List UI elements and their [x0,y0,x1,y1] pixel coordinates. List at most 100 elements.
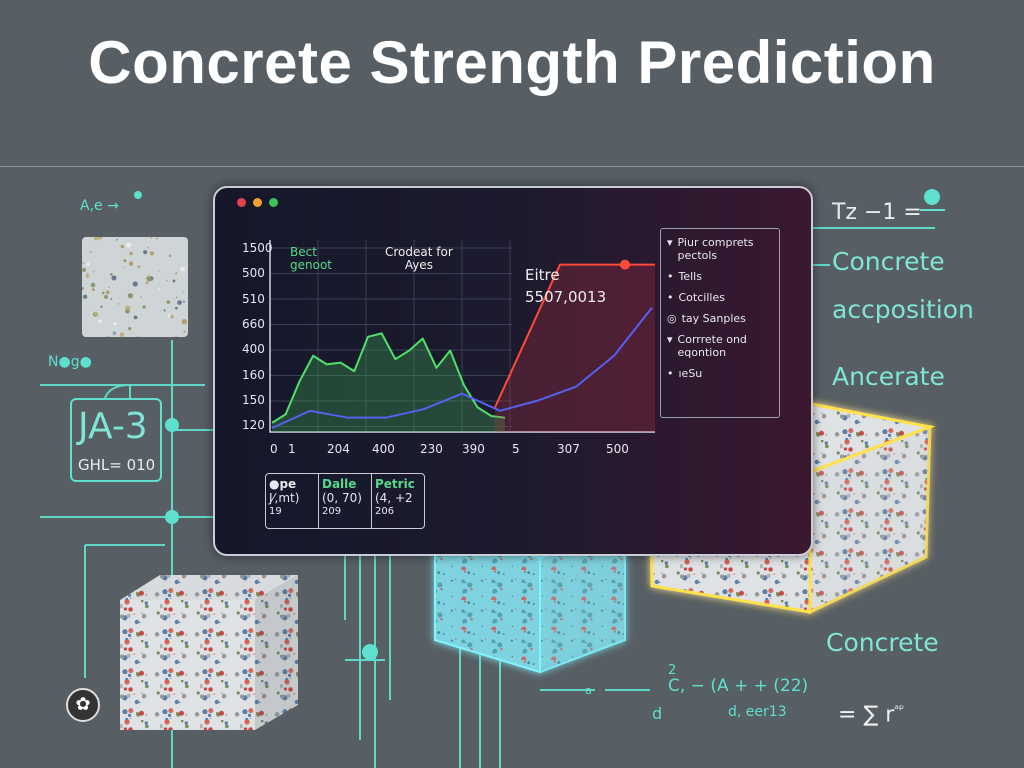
stats-header: ●pe [269,477,297,491]
texture-speck [137,336,139,337]
label-concrete-2: Concrete [826,628,939,657]
texture-speck [105,290,110,295]
lock-search-icon: • [667,291,674,304]
node-label: N●g● [48,354,92,370]
texture-speck [177,300,182,305]
label-concrete: Concrete [832,247,945,276]
triangle-down-icon: ▾ [667,236,673,249]
texture-speck [166,300,171,304]
texture-speck [97,237,103,240]
formula-a: a [585,684,592,697]
stats-value: J⁄,mt) [269,491,300,505]
side-panel-item[interactable]: ▾ Piur comprets pectols [667,236,773,262]
side-panel-item[interactable]: ◎ tay Sanples [667,312,773,325]
texture-speck [106,336,109,337]
mix-id-box[interactable]: JA-3 GHL= 010 [70,398,162,482]
texture-speck [181,319,188,325]
texture-speck [98,319,102,324]
stats-value: (0, 70) [322,491,362,505]
side-panel-item[interactable]: ▾ Corrrete ond eqontion [667,333,773,359]
texture-speck [149,251,154,256]
texture-speck [125,309,130,314]
formula-sup: 2 [668,663,677,678]
side-panel-item-text: Corrrete ond eqontion [677,333,747,359]
stats-header: Dalle [322,477,357,491]
texture-speck [86,262,90,266]
texture-speck [172,279,176,283]
texture-speck [150,237,153,239]
minimize-dot-icon[interactable] [253,198,262,207]
texture-speck [117,303,120,305]
side-panel: ▾ Piur comprets pectols • Tells • Cotcilles ◎ t… [660,228,780,418]
texture-speck [110,298,113,300]
mix-id: JA-3 [78,406,148,447]
texture-speck [128,261,134,266]
stats-column: Petric (4, +2 206 [372,474,424,528]
swirl-icon: ◎ [667,312,677,325]
label-accposition: accposition [832,295,974,324]
texture-speck [86,272,89,276]
divider [0,166,1024,167]
texture-speck [163,309,166,312]
texture-speck [140,296,142,298]
sum-text: = ∑ r [838,702,895,728]
side-panel-item-text: Piur comprets pectols [677,236,754,262]
texture-speck [116,239,118,241]
texture-speck [129,251,133,256]
texture-speck [146,276,152,282]
mix-code: GHL= 010 [78,456,156,474]
page-title: Concrete Strength Prediction [88,29,936,96]
texture-speck [143,250,148,255]
texture-speck [111,275,117,281]
stats-value: (4, +2 [375,491,413,505]
side-panel-item[interactable]: • Cotcilles [667,291,773,304]
texture-speck [123,266,125,268]
texture-speck [100,305,103,308]
texture-speck [128,294,130,296]
texture-speck [82,262,85,264]
texture-speck [82,267,86,272]
texture-speck [128,327,132,331]
formula-line2: d, eer13 [728,704,787,720]
stats-column: Dalle (0, 70) 209 [319,474,372,528]
texture-speck [137,265,141,268]
texture-speck [94,311,99,316]
texture-speck [166,279,168,282]
texture-speck [158,288,161,291]
texture-speck [101,291,105,295]
settings-badge-icon[interactable]: ✿ [66,688,100,722]
label-ancerate: Ancerate [832,362,945,391]
maximize-dot-icon[interactable] [269,198,278,207]
texture-speck [109,273,113,276]
texture-speck [91,288,95,292]
texture-speck [112,331,117,336]
texture-speck [123,259,127,263]
side-panel-item-text: Tells [678,270,702,283]
formula-line1: C, − (A + + (22) [668,676,809,696]
stats-table: ●pe J⁄,mt) 19 Dalle (0, 70) 209 Petric (4, +2 20… [265,473,425,529]
side-panel-item[interactable]: • ıeSu [667,367,773,380]
texture-speck [82,287,84,291]
sum-sup: ᵃᵖ [894,702,905,716]
texture-speck [183,330,186,333]
texture-speck [146,246,149,249]
texture-speck [180,266,186,272]
equation-top: Tz −1 = [832,200,922,225]
texture-speck [132,281,138,287]
texture-speck [90,282,96,288]
sum-formula: = ∑ rᵃᵖ [838,702,904,727]
texture-speck [155,237,158,240]
texture-speck [183,290,185,293]
texture-speck [127,293,133,299]
texture-speck [113,321,117,326]
texture-speck [108,286,110,289]
side-panel-item[interactable]: • Tells [667,270,773,283]
close-dot-icon[interactable] [237,198,246,207]
triangle-down-icon: ▾ [667,333,673,346]
texture-speck [170,314,174,319]
formula-d: d [652,704,663,723]
texture-speck [175,296,178,299]
texture-speck [125,242,132,248]
stats-header: Petric [375,477,415,491]
